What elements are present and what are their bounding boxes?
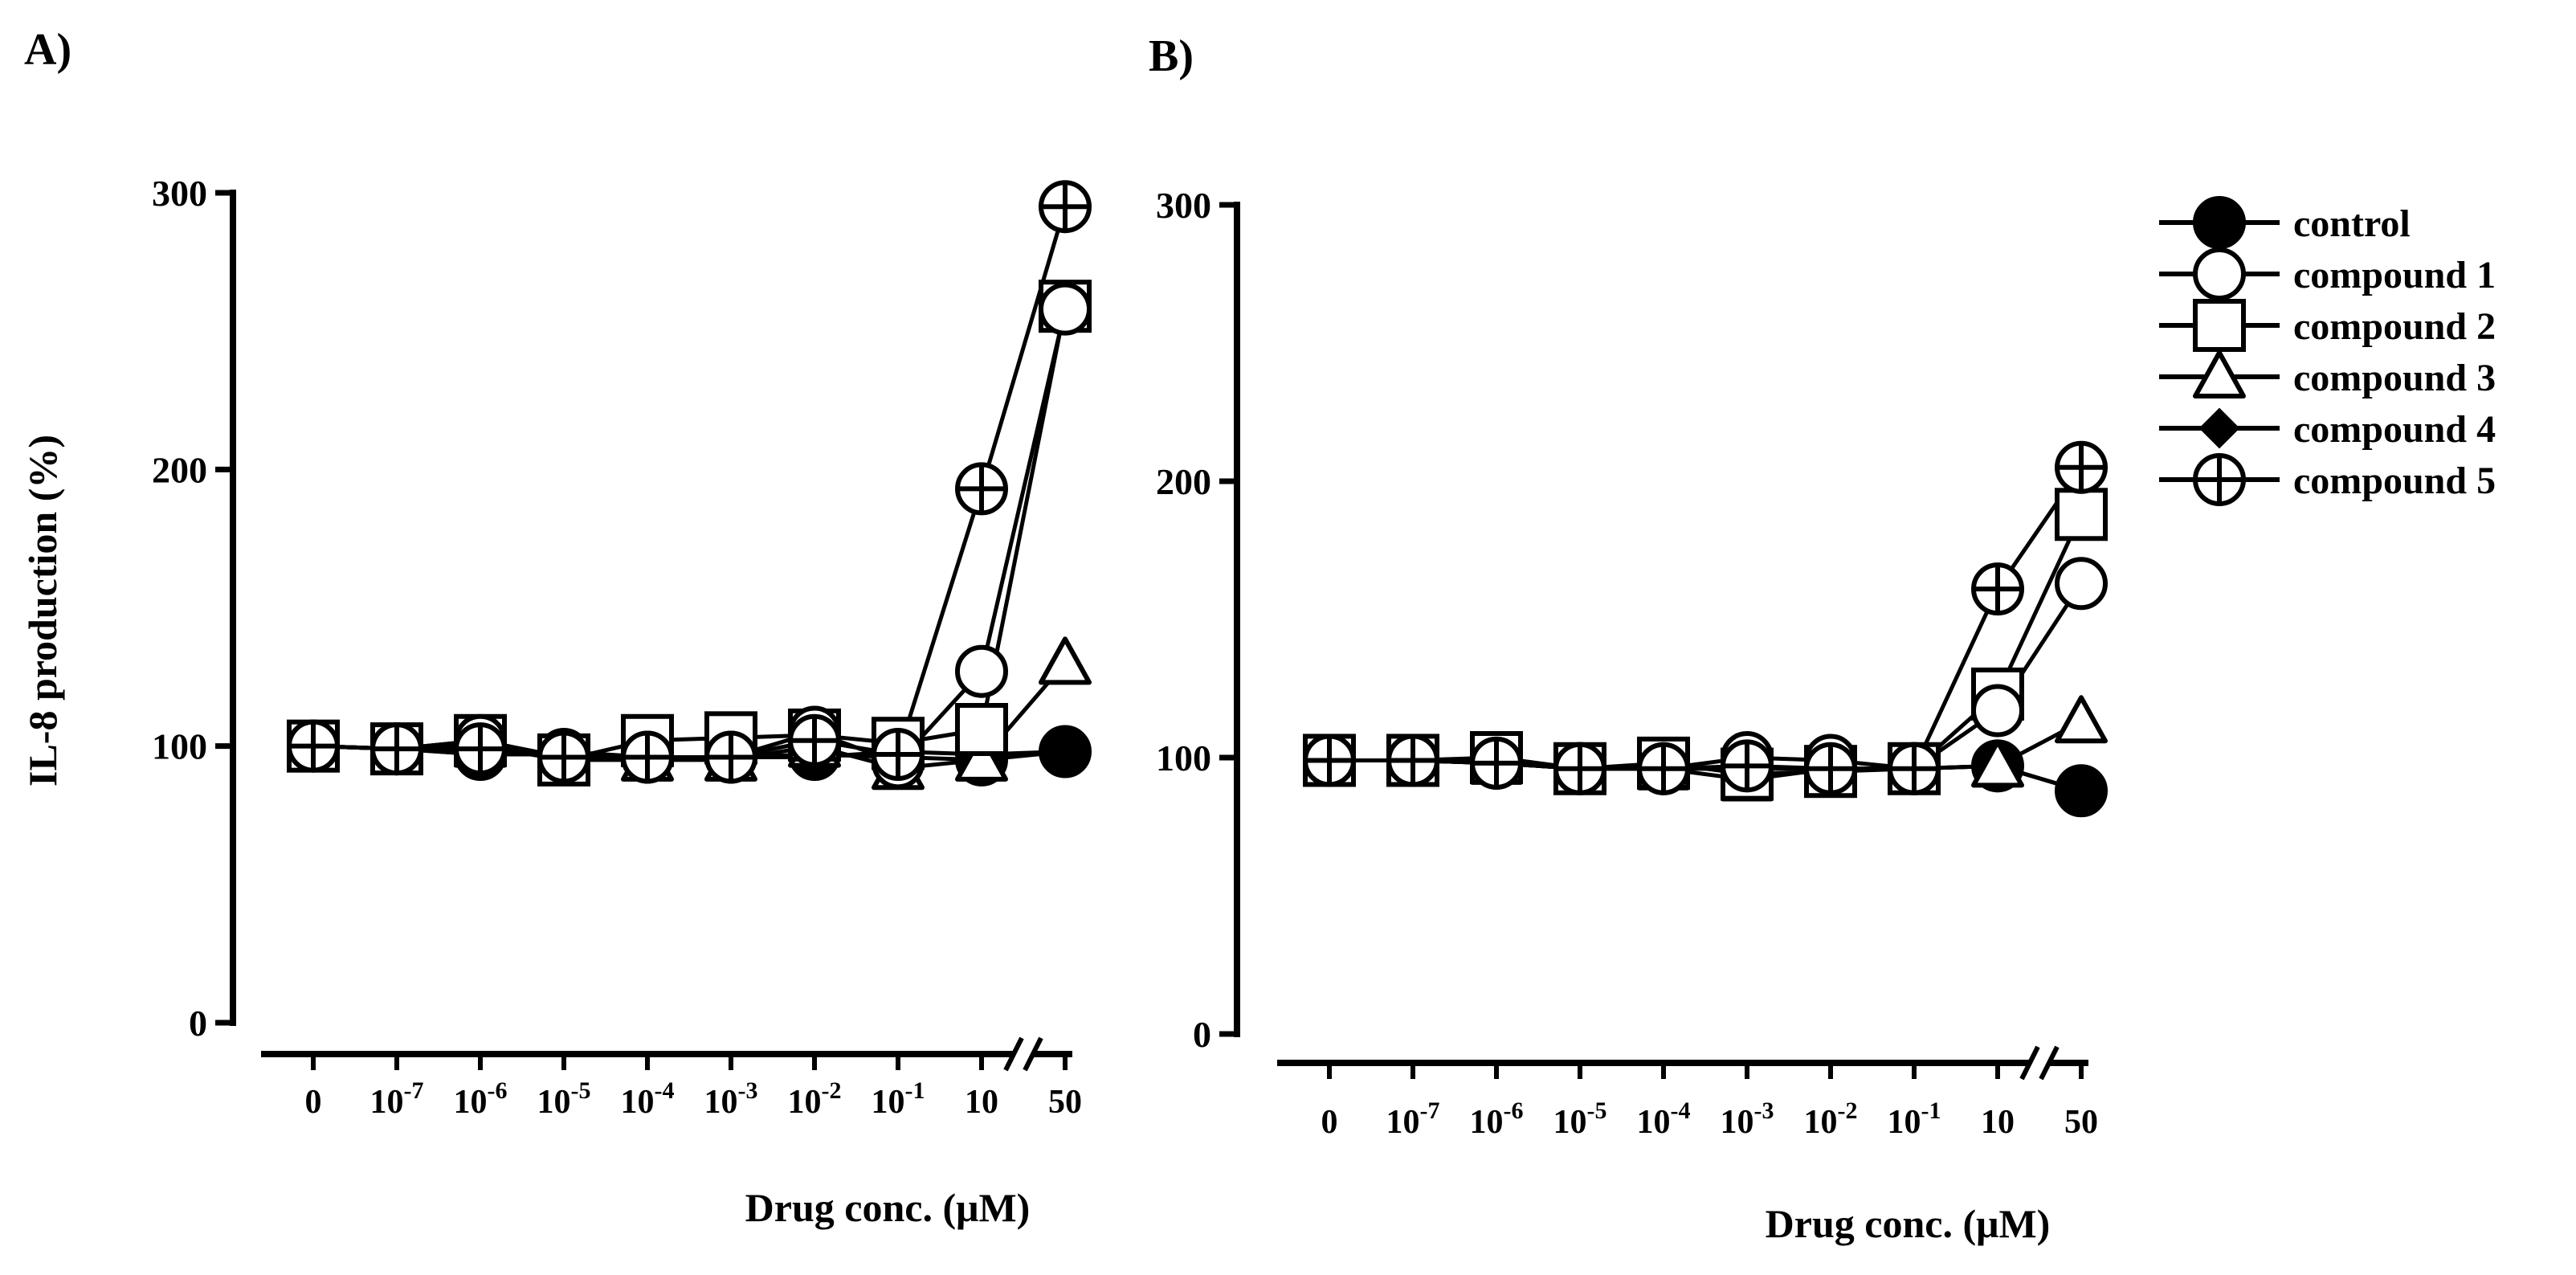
point-compound-3	[1039, 636, 1092, 685]
point-compound-5	[537, 730, 590, 784]
point-compound-3	[1971, 739, 2024, 788]
series-line-compound-1	[312, 309, 1068, 766]
point-compound-5	[1804, 742, 1857, 795]
legend-marker	[2193, 196, 2246, 249]
legend-item-compound-4: compound 4	[2159, 407, 2496, 451]
x-tick-label: 10-3	[704, 1077, 758, 1121]
point-compound-5	[1386, 734, 1439, 787]
y-tick-label: 300	[152, 173, 207, 214]
point-compound-5	[621, 730, 674, 784]
series-line-compound-5	[1329, 466, 2084, 771]
panel-label: B)	[1149, 31, 1194, 81]
point-compound-5	[1039, 180, 1092, 234]
axis-break-mark	[2019, 1045, 2040, 1081]
point-compound-5	[2055, 440, 2108, 494]
y-tick-label: 100	[1156, 738, 1211, 778]
x-tick-label: 10-2	[788, 1077, 842, 1121]
x-axis-label: Drug conc. (μM)	[1766, 1201, 2051, 1246]
axis-break-mark	[1023, 1036, 1043, 1072]
legend-label: compound 4	[2293, 408, 2496, 451]
point-compound-5	[955, 462, 1008, 516]
point-compound-5	[1303, 734, 1356, 787]
legend-label: compound 2	[2293, 305, 2496, 348]
y-tick-label: 200	[152, 449, 207, 490]
x-tick-label: 10	[1981, 1104, 2015, 1141]
legend-label: compound 5	[2293, 460, 2496, 502]
x-tick-label: 10-3	[1721, 1097, 1774, 1141]
point-compound-5	[1553, 742, 1606, 795]
chart-panel-b: B) 0 100 200 300 0 10-7 10-6 10-5 10-4 10-3 10-2 10-…	[1149, 31, 2108, 1246]
point-compound-2	[2055, 488, 2108, 541]
series-line-compound-2	[1329, 513, 2084, 777]
point-compound-5	[370, 722, 423, 776]
point-compound-5	[1888, 742, 1941, 795]
point-compound-5	[287, 719, 340, 773]
y-axis-label: IL-8 production (%)	[20, 435, 65, 787]
y-tick-label: 0	[189, 1003, 207, 1044]
legend: control compound 1 compound 2 compound 3 com…	[2159, 196, 2496, 506]
x-tick-label: 10-4	[621, 1077, 675, 1121]
axis-break-mark	[2039, 1045, 2060, 1081]
point-compound-5	[704, 730, 757, 784]
legend-marker	[2193, 453, 2246, 506]
y-tick-label: 200	[1156, 461, 1211, 502]
legend-item-compound-3: compound 3	[2159, 350, 2496, 399]
x-tick-label: 50	[1048, 1084, 1082, 1121]
point-compound-3	[955, 733, 1008, 782]
legend-marker	[2198, 407, 2240, 449]
point-compound-1	[1971, 684, 2024, 738]
point-compound-4	[1044, 731, 1086, 772]
x-tick-label: 10-5	[1553, 1097, 1607, 1141]
x-tick-label: 10-7	[1386, 1097, 1440, 1141]
legend-marker	[2193, 350, 2246, 398]
x-tick-label: 0	[305, 1084, 322, 1121]
legend-item-compound-1: compound 1	[2159, 247, 2496, 300]
x-tick-label: 10-6	[1470, 1097, 1524, 1141]
legend-marker	[2193, 299, 2246, 352]
y-tick-label: 0	[1193, 1014, 1211, 1055]
point-compound-5	[1721, 739, 1774, 793]
series-line-compound-1	[1329, 582, 2084, 771]
legend-label: compound 3	[2293, 357, 2496, 399]
point-compound-3	[2055, 695, 2108, 744]
x-tick-label: 10	[965, 1084, 998, 1121]
x-tick-label: 10-4	[1637, 1097, 1691, 1141]
x-tick-label: 10-6	[454, 1077, 508, 1121]
point-compound-5	[1637, 742, 1690, 795]
point-compound-2	[955, 703, 1008, 757]
x-tick-label: 50	[2064, 1104, 2098, 1141]
legend-item-compound-5: compound 5	[2159, 453, 2496, 506]
x-tick-label: 10-2	[1804, 1097, 1858, 1141]
point-compound-5	[1470, 736, 1523, 790]
point-compound-1	[1039, 282, 1092, 336]
point-compound-5	[872, 727, 925, 781]
point-compound-5	[788, 713, 841, 767]
x-tick-label: 10-1	[1888, 1097, 1941, 1141]
y-tick-label: 100	[152, 726, 207, 767]
legend-item-compound-2: compound 2	[2159, 299, 2496, 352]
chart-panel-a: A) 0 100 200 300 0 10-7 10-6 10-5 10-4 10-3 10-2 10-…	[20, 25, 1092, 1230]
point-compound-1	[2055, 557, 2108, 611]
y-tick-label: 300	[1156, 185, 1211, 226]
x-tick-label: 0	[1321, 1104, 1338, 1141]
x-tick-label: 10-5	[537, 1077, 591, 1121]
point-compound-1	[955, 644, 1008, 698]
x-tick-label: 10-1	[872, 1077, 925, 1121]
series-line-compound-5	[312, 206, 1068, 759]
panel-label: A)	[24, 25, 71, 75]
legend-item-control: control	[2159, 196, 2411, 249]
series-line-compound-2	[312, 305, 1068, 762]
point-compound-5	[454, 722, 507, 776]
axis-break-mark	[1003, 1036, 1024, 1072]
x-axis-label: Drug conc. (μM)	[745, 1185, 1031, 1230]
legend-marker	[2193, 247, 2246, 300]
x-tick-label: 10-7	[370, 1077, 424, 1121]
point-compound-5	[1971, 562, 2024, 616]
point-compound-4	[2060, 770, 2102, 811]
legend-label: compound 1	[2293, 254, 2496, 296]
legend-label: control	[2293, 202, 2411, 245]
